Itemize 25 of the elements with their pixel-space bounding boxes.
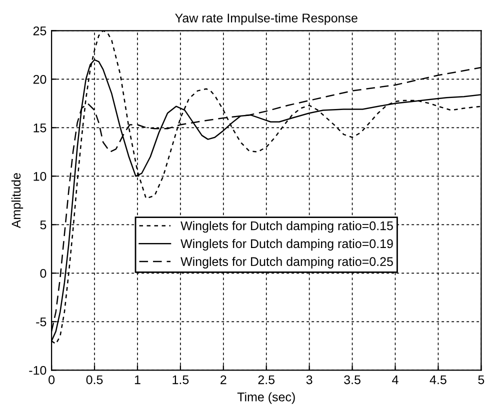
chart-title: Yaw rate Impulse-time Response — [175, 13, 358, 25]
x-tick-label: 4.5 — [430, 375, 446, 384]
y-tick-label: 20 — [33, 74, 46, 84]
x-tick-label: 3 — [306, 375, 312, 384]
y-tick-label: 15 — [34, 124, 46, 132]
x-tick-label: 2.5 — [258, 375, 275, 384]
x-tick-label: 3.5 — [344, 375, 360, 384]
legend-label: Winglets for Dutch damping ratio=0.15 — [180, 221, 393, 233]
x-tick-label: 1 — [134, 375, 140, 384]
y-axis-title: Amplitude — [11, 173, 24, 228]
y-tick-label: 5 — [40, 220, 46, 230]
legend-label: Winglets for Dutch damping ratio=0.19 — [180, 238, 393, 251]
y-tick-label: -5 — [36, 318, 46, 326]
y-tick-label: 25 — [33, 26, 46, 36]
y-tick-label: 10 — [34, 172, 46, 181]
x-tick-label: 0.5 — [86, 375, 103, 384]
y-tick-label: -10 — [29, 366, 46, 375]
y-tick-label: 0 — [40, 268, 46, 278]
legend-label: Winglets for Dutch damping ratio=0.25 — [180, 256, 393, 268]
x-tick-label: 0 — [48, 375, 55, 384]
x-tick-label: 2 — [220, 375, 226, 384]
x-tick-label: 4 — [392, 375, 398, 384]
x-tick-label: 1.5 — [172, 375, 189, 384]
x-axis-title: Time (sec) — [237, 392, 295, 404]
x-tick-label: 5 — [478, 375, 484, 384]
